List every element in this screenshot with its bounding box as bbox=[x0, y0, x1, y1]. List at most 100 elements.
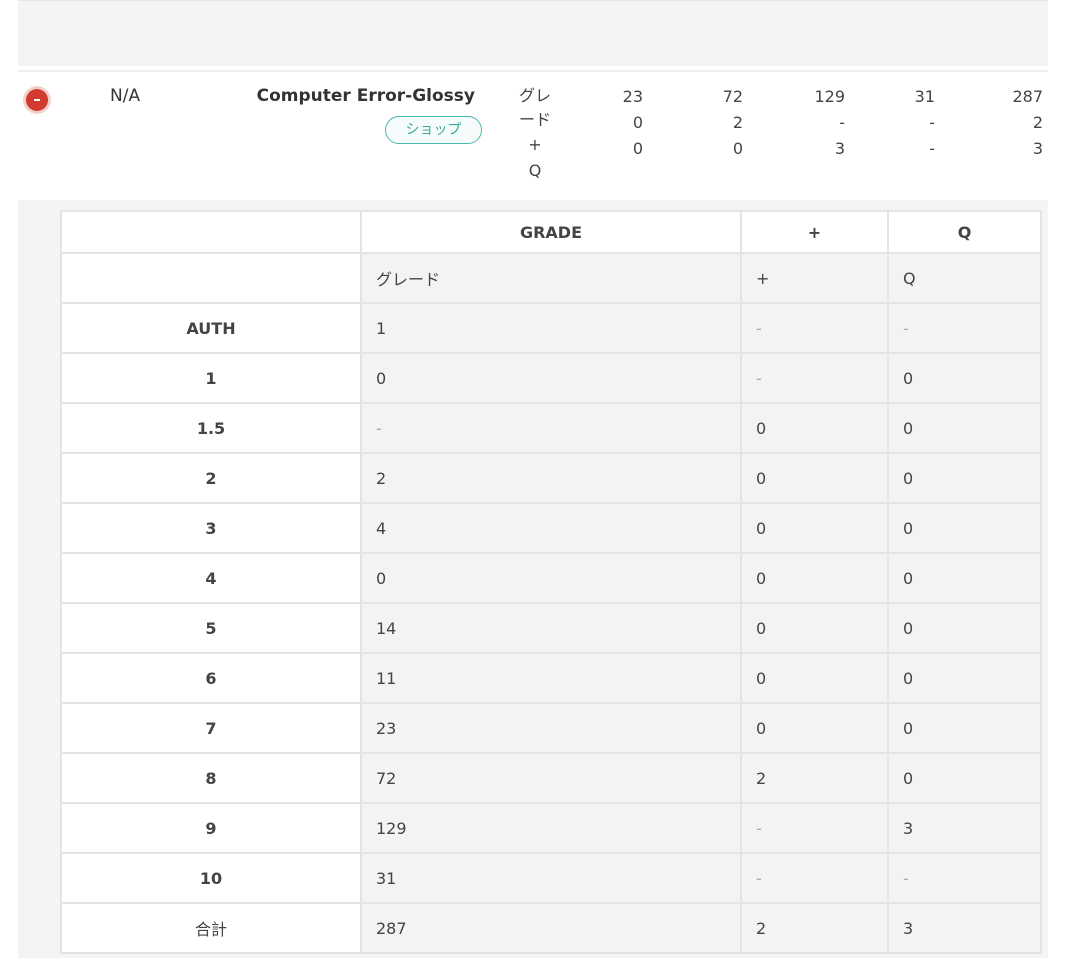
subheader-blank bbox=[60, 252, 362, 304]
subheader-row: グレード + Q bbox=[60, 252, 1042, 304]
header-blank bbox=[60, 210, 362, 254]
table-row: 合計 287 2 3 bbox=[60, 902, 1042, 954]
summary-column: 287 2 3 bbox=[983, 84, 1043, 162]
grade-count-cell: 0 bbox=[360, 552, 742, 604]
summary-column: 31 - - bbox=[875, 84, 935, 162]
grade-cell: 5 bbox=[60, 602, 362, 654]
red-circle-icon[interactable] bbox=[26, 89, 48, 111]
summary-value: 72 bbox=[722, 87, 743, 106]
summary-value: 3 bbox=[834, 139, 845, 158]
q-count-cell: 0 bbox=[887, 552, 1042, 604]
q-count-cell: 0 bbox=[887, 752, 1042, 804]
q-count-cell: - bbox=[887, 852, 1042, 904]
summary-value: 3 bbox=[1032, 139, 1043, 158]
grade-cell: 8 bbox=[60, 752, 362, 804]
detail-panel: GRADE + Q グレード + Q AUTH 1- -1 0-0 1.5-0 0 2 2 0 0… bbox=[18, 200, 1048, 958]
grade-cell: 1.5 bbox=[60, 402, 362, 454]
table-row: 8 72 2 0 bbox=[60, 752, 1042, 804]
plus-count-cell: 0 bbox=[740, 502, 889, 554]
table-row: AUTH 1- - bbox=[60, 302, 1042, 354]
header-row: GRADE + Q bbox=[60, 210, 1042, 254]
grade-count-cell: 72 bbox=[360, 752, 742, 804]
grade-count-cell: 31 bbox=[360, 852, 742, 904]
subheader-grade: グレード bbox=[360, 252, 742, 304]
table-row: 1.5-0 0 bbox=[60, 402, 1042, 454]
grade-count-cell: 23 bbox=[360, 702, 742, 754]
row-labels: グレード + Q bbox=[510, 84, 560, 184]
grade-cell: AUTH bbox=[60, 302, 362, 354]
plus-count-cell: 0 bbox=[740, 552, 889, 604]
bottom-strip bbox=[18, 958, 1048, 969]
label-plus: + bbox=[528, 135, 542, 154]
grade-count-cell: 11 bbox=[360, 652, 742, 704]
label-q: Q bbox=[528, 161, 542, 180]
q-count-cell: 0 bbox=[887, 702, 1042, 754]
q-count-cell: 0 bbox=[887, 352, 1042, 404]
summary-value: 0 bbox=[632, 113, 643, 132]
table-row: 10 31- - bbox=[60, 852, 1042, 904]
summary-value: 129 bbox=[814, 87, 845, 106]
summary-value: - bbox=[929, 113, 935, 132]
q-count-cell: 0 bbox=[887, 652, 1042, 704]
item-title[interactable]: Computer Error-Glossy bbox=[256, 86, 475, 106]
q-count-cell: 0 bbox=[887, 602, 1042, 654]
plus-count-cell: 0 bbox=[740, 402, 889, 454]
grade-cell: 4 bbox=[60, 552, 362, 604]
plus-count-cell: 0 bbox=[740, 452, 889, 504]
summary-value: 23 bbox=[622, 87, 643, 106]
grade-cell: 10 bbox=[60, 852, 362, 904]
label-grade: グレード bbox=[518, 86, 551, 129]
grade-count-cell: 14 bbox=[360, 602, 742, 654]
grade-count-cell: - bbox=[360, 402, 742, 454]
grade-label: N/A bbox=[110, 86, 141, 106]
plus-count-cell: - bbox=[740, 352, 889, 404]
summary-value: - bbox=[839, 113, 845, 132]
plus-count-cell: 0 bbox=[740, 652, 889, 704]
q-count-cell: - bbox=[887, 302, 1042, 354]
q-count-cell: 3 bbox=[887, 802, 1042, 854]
subheader-q: Q bbox=[887, 252, 1042, 304]
plus-count-cell: - bbox=[740, 852, 889, 904]
summary-value: 287 bbox=[1012, 87, 1043, 106]
plus-count-cell: 0 bbox=[740, 702, 889, 754]
summary-value: 31 bbox=[914, 87, 935, 106]
item-summary-row[interactable]: N/A Computer Error-Glossy ショップ グレード + Q … bbox=[18, 70, 1048, 200]
grade-count-cell: 129 bbox=[360, 802, 742, 854]
summary-value: - bbox=[929, 139, 935, 158]
grade-count-cell: 287 bbox=[360, 902, 742, 954]
q-count-cell: 0 bbox=[887, 452, 1042, 504]
summary-column: 72 2 0 bbox=[683, 84, 743, 162]
grade-cell: 6 bbox=[60, 652, 362, 704]
shop-button[interactable]: ショップ bbox=[385, 116, 482, 144]
grade-count-cell: 4 bbox=[360, 502, 742, 554]
table-row: 9 129-3 bbox=[60, 802, 1042, 854]
grade-cell: 2 bbox=[60, 452, 362, 504]
summary-column: 129 - 3 bbox=[785, 84, 845, 162]
plus-count-cell: - bbox=[740, 802, 889, 854]
plus-count-cell: 2 bbox=[740, 752, 889, 804]
header-grade: GRADE bbox=[360, 210, 742, 254]
header-plus: + bbox=[740, 210, 889, 254]
grade-count-cell: 1 bbox=[360, 302, 742, 354]
summary-value: 2 bbox=[1032, 113, 1043, 132]
top-band bbox=[18, 0, 1048, 66]
grade-cell: 3 bbox=[60, 502, 362, 554]
summary-value: 2 bbox=[732, 113, 743, 132]
summary-value: 0 bbox=[732, 139, 743, 158]
subheader-plus: + bbox=[740, 252, 889, 304]
grade-cell: 1 bbox=[60, 352, 362, 404]
summary-value: 0 bbox=[632, 139, 643, 158]
table-row: 6 11 0 0 bbox=[60, 652, 1042, 704]
grade-cell: 合計 bbox=[60, 902, 362, 954]
q-count-cell: 0 bbox=[887, 502, 1042, 554]
table-row: 7 23 0 0 bbox=[60, 702, 1042, 754]
header-q: Q bbox=[887, 210, 1042, 254]
q-count-cell: 3 bbox=[887, 902, 1042, 954]
grade-cell: 7 bbox=[60, 702, 362, 754]
grade-cell: 9 bbox=[60, 802, 362, 854]
table-row: 5 14 0 0 bbox=[60, 602, 1042, 654]
